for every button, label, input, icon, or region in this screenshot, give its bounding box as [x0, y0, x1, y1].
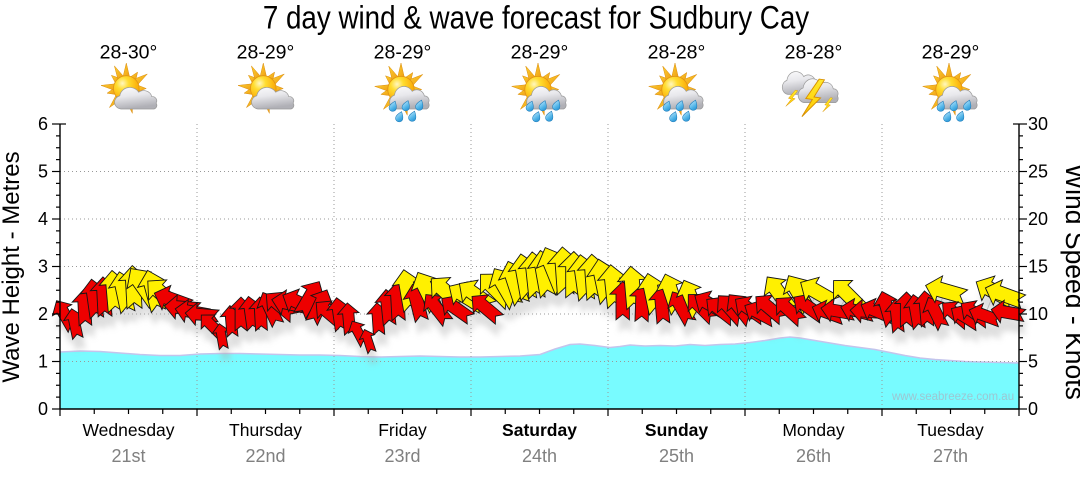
svg-text:23rd: 23rd [384, 446, 420, 466]
svg-text:10: 10 [1028, 304, 1048, 324]
svg-text:www.seabreeze.com.au: www.seabreeze.com.au [891, 391, 1014, 403]
svg-text:7 day wind & wave forecast for: 7 day wind & wave forecast for Sudbury C… [263, 1, 809, 36]
svg-text:4: 4 [38, 209, 48, 229]
svg-text:6: 6 [38, 114, 48, 134]
svg-text:Thursday: Thursday [229, 420, 302, 440]
svg-text:Sunday: Sunday [645, 420, 708, 440]
svg-text:28-29°: 28-29° [374, 42, 432, 64]
svg-text:Wednesday: Wednesday [82, 420, 174, 440]
svg-text:Friday: Friday [378, 420, 427, 440]
svg-text:28-29°: 28-29° [922, 42, 980, 64]
svg-text:25th: 25th [659, 446, 694, 466]
svg-text:28-28°: 28-28° [785, 42, 843, 64]
svg-text:28-29°: 28-29° [237, 42, 295, 64]
svg-text:27th: 27th [933, 446, 968, 466]
svg-text:0: 0 [38, 399, 48, 419]
svg-text:Saturday: Saturday [502, 420, 577, 440]
svg-text:2: 2 [38, 304, 48, 324]
svg-text:28-28°: 28-28° [648, 42, 706, 64]
svg-text:Wave Height - Metres: Wave Height - Metres [0, 151, 25, 382]
svg-text:24th: 24th [522, 446, 557, 466]
svg-text:21st: 21st [111, 446, 145, 466]
svg-text:0: 0 [1028, 399, 1038, 419]
svg-text:30: 30 [1028, 114, 1048, 134]
svg-text:26th: 26th [796, 446, 831, 466]
svg-text:28-29°: 28-29° [511, 42, 569, 64]
svg-text:28-30°: 28-30° [100, 42, 158, 64]
svg-text:5: 5 [38, 162, 48, 182]
svg-text:25: 25 [1028, 162, 1048, 182]
svg-text:Tuesday: Tuesday [917, 420, 984, 440]
svg-text:Monday: Monday [782, 420, 845, 440]
svg-text:Wind Speed - Knots: Wind Speed - Knots [1060, 164, 1080, 400]
svg-text:22nd: 22nd [245, 446, 285, 466]
svg-text:5: 5 [1028, 352, 1038, 372]
svg-text:15: 15 [1028, 257, 1048, 277]
svg-text:1: 1 [38, 352, 48, 372]
svg-text:3: 3 [38, 257, 48, 277]
svg-text:20: 20 [1028, 209, 1048, 229]
